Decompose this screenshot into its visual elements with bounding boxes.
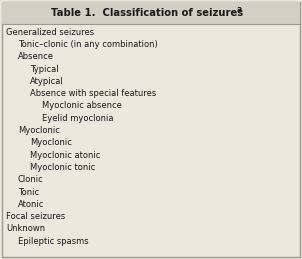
Text: Tonic: Tonic [18,188,39,197]
Text: Table 1.  Classification of seizures: Table 1. Classification of seizures [51,8,243,18]
Text: Unknown: Unknown [6,225,45,233]
Text: Eyelid myoclonia: Eyelid myoclonia [42,114,114,123]
Text: Myoclonic tonic: Myoclonic tonic [30,163,95,172]
Text: Myoclonic absence: Myoclonic absence [42,102,122,110]
Text: Generalized seizures: Generalized seizures [6,28,94,37]
Text: Focal seizures: Focal seizures [6,212,65,221]
Text: Myoclonic: Myoclonic [18,126,60,135]
Text: Typical: Typical [30,64,59,74]
Text: Absence with special features: Absence with special features [30,89,156,98]
Text: Tonic–clonic (in any combination): Tonic–clonic (in any combination) [18,40,158,49]
Text: Myoclonic: Myoclonic [30,138,72,147]
Text: a: a [237,5,242,14]
Bar [2,2,300,24]
Text: Clonic: Clonic [18,175,44,184]
Text: Atonic: Atonic [18,200,44,209]
Text: Epileptic spasms: Epileptic spasms [18,237,88,246]
Text: Myoclonic atonic: Myoclonic atonic [30,151,100,160]
Text: Atypical: Atypical [30,77,64,86]
Text: Absence: Absence [18,52,54,61]
